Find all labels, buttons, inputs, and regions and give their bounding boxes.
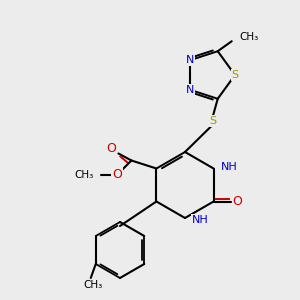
- Text: O: O: [106, 142, 116, 155]
- Text: S: S: [231, 70, 239, 80]
- Text: CH₃: CH₃: [240, 32, 259, 42]
- Text: O: O: [112, 168, 122, 181]
- Text: N: N: [186, 55, 194, 65]
- Text: O: O: [232, 195, 242, 208]
- Text: S: S: [209, 116, 216, 126]
- Text: NH: NH: [220, 161, 237, 172]
- Text: CH₃: CH₃: [74, 169, 93, 179]
- Text: NH: NH: [192, 215, 209, 225]
- Text: CH₃: CH₃: [83, 280, 102, 290]
- Text: N: N: [186, 85, 194, 95]
